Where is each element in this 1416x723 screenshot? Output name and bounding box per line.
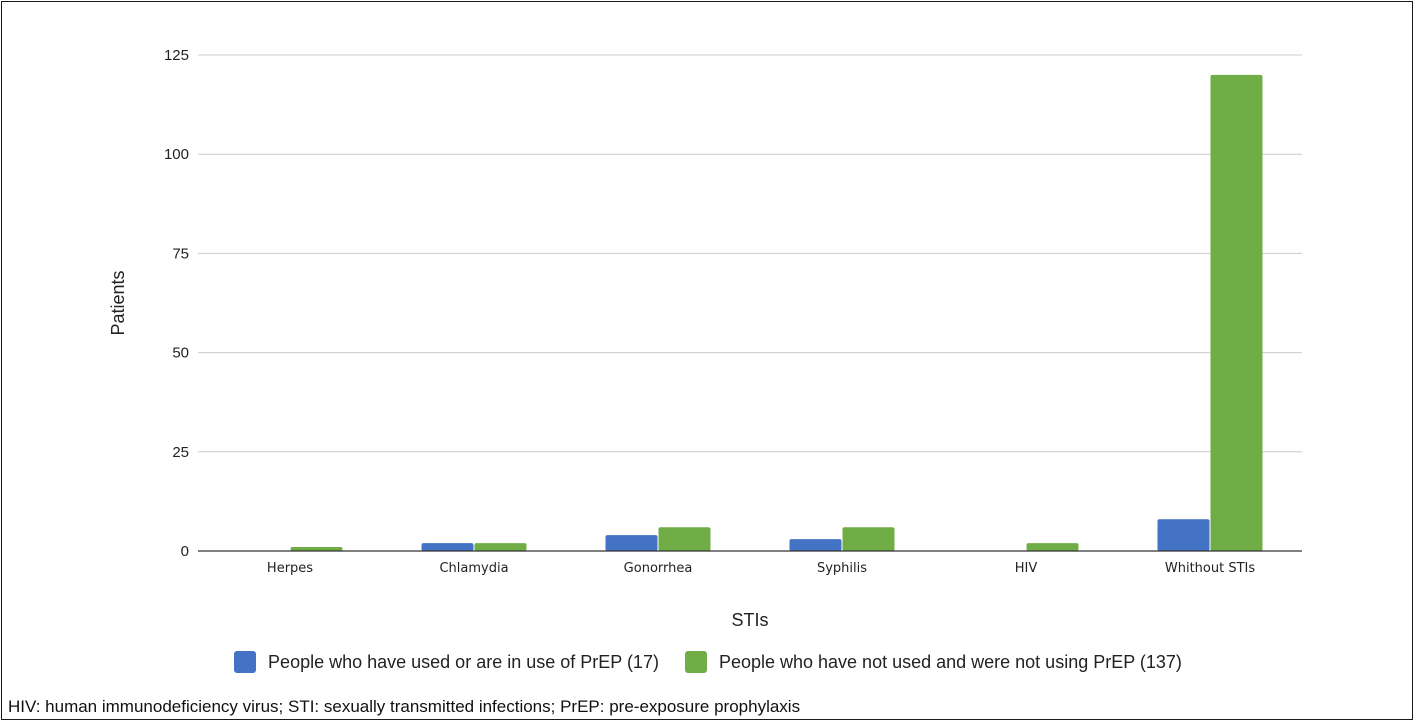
x-tick-label: Whithout STIs bbox=[1165, 561, 1255, 576]
bar-syphilis-series-2 bbox=[842, 527, 895, 551]
y-tick-label: 125 bbox=[164, 47, 189, 64]
legend-item-prep-users: People who have used or are in use of Pr… bbox=[234, 651, 659, 673]
bar-whithout-stis-series-1 bbox=[1157, 519, 1210, 551]
legend-item-non-prep-users: People who have not used and were not us… bbox=[684, 651, 1182, 673]
bars bbox=[290, 74, 1263, 551]
y-tick-label: 25 bbox=[172, 444, 189, 461]
y-tick-label: 0 bbox=[181, 543, 189, 560]
y-tick-label: 100 bbox=[164, 146, 189, 163]
legend-swatch-prep-users bbox=[234, 651, 257, 673]
bar-hiv-series-2 bbox=[1026, 543, 1079, 551]
bar-herpes-series-2 bbox=[290, 547, 343, 551]
x-tick-label: Gonorrhea bbox=[624, 561, 693, 576]
x-tick-label: Chlamydia bbox=[439, 561, 508, 576]
grid-lines bbox=[198, 54, 1302, 453]
y-tick-label: 50 bbox=[172, 345, 189, 362]
bar-chart: 0 25 50 75 100 125 Herpes Chlamydia Gonorrhea Sy… bbox=[108, 47, 1302, 630]
bar-whithout-stis-series-2 bbox=[1210, 74, 1263, 551]
bar-chlamydia-series-2 bbox=[474, 543, 527, 551]
bar-gonorrhea-series-1 bbox=[605, 535, 658, 551]
x-tick-labels: Herpes Chlamydia Gonorrhea Syphilis HIV Whith… bbox=[267, 561, 1255, 576]
x-tick-label: HIV bbox=[1015, 561, 1038, 576]
footnote: HIV: human immunodeficiency virus; STI: … bbox=[8, 697, 801, 716]
bar-chlamydia-series-1 bbox=[421, 543, 474, 551]
bar-gonorrhea-series-2 bbox=[658, 527, 711, 551]
legend-swatch-non-prep-users bbox=[684, 651, 707, 673]
legend: People who have used or are in use of Pr… bbox=[0, 651, 1416, 673]
bar-syphilis-series-1 bbox=[789, 539, 842, 551]
legend-label-non-prep-users: People who have not used and were not us… bbox=[718, 651, 1182, 672]
x-tick-label: Syphilis bbox=[817, 561, 867, 576]
x-tick-label: Herpes bbox=[267, 561, 313, 576]
legend-label-prep-users: People who have used or are in use of Pr… bbox=[268, 651, 659, 672]
y-tick-label: 75 bbox=[172, 245, 189, 262]
y-tick-labels: 0 25 50 75 100 125 bbox=[164, 47, 189, 560]
y-axis-label: Patients bbox=[108, 270, 128, 335]
x-axis-label: STIs bbox=[731, 610, 768, 630]
